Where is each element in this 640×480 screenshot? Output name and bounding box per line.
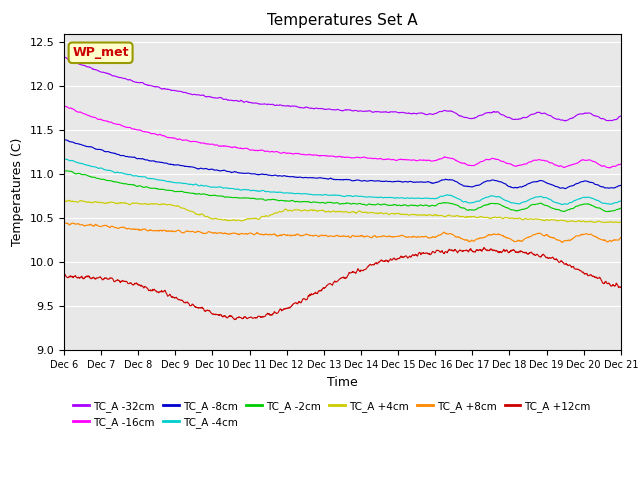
TC_A +8cm [308,233,316,239]
TC_A +8cm [617,235,625,240]
Line: TC_A -16cm: TC_A -16cm [64,106,621,168]
TC_A +8cm [60,220,68,226]
TC_A +12cm [617,284,625,290]
TC_A -2cm [61,168,68,174]
TC_A -16cm [617,161,625,167]
Title: Temperatures Set A: Temperatures Set A [267,13,418,28]
TC_A -2cm [378,202,385,208]
TC_A +12cm [126,280,134,286]
Line: TC_A -2cm: TC_A -2cm [64,171,621,212]
TC_A -8cm [60,137,68,143]
TC_A +12cm [230,317,238,323]
TC_A -4cm [318,192,326,198]
Line: TC_A -32cm: TC_A -32cm [64,57,621,121]
TC_A -16cm [318,153,326,158]
TC_A +4cm [103,200,111,205]
Line: TC_A -4cm: TC_A -4cm [64,159,621,204]
TC_A +8cm [297,233,305,239]
TC_A -4cm [126,172,134,178]
TC_A +12cm [297,300,305,305]
TC_A +8cm [126,226,134,231]
TC_A +4cm [377,210,385,216]
TC_A +12cm [318,287,326,292]
TC_A +4cm [126,202,134,207]
TC_A +8cm [61,219,68,225]
TC_A -4cm [378,194,385,200]
TC_A -2cm [308,200,316,205]
TC_A -4cm [558,202,566,207]
TC_A +4cm [617,219,625,225]
TC_A +12cm [60,271,68,276]
TC_A -2cm [60,168,68,174]
TC_A -8cm [126,154,134,160]
Text: WP_met: WP_met [72,46,129,59]
TC_A -32cm [60,54,68,60]
TC_A -8cm [617,182,625,188]
TC_A -16cm [308,152,316,158]
TC_A -2cm [318,200,326,205]
Legend: TC_A -32cm, TC_A -16cm, TC_A -8cm, TC_A -4cm, TC_A -2cm, TC_A +4cm, TC_A +8cm, T: TC_A -32cm, TC_A -16cm, TC_A -8cm, TC_A … [69,397,595,432]
TC_A -8cm [103,149,111,155]
TC_A +4cm [308,207,316,213]
TC_A -32cm [308,105,316,111]
TC_A -8cm [377,179,385,184]
TC_A -32cm [617,113,625,119]
TC_A +12cm [308,292,316,298]
TC_A -2cm [617,205,625,211]
TC_A +8cm [318,232,326,238]
TC_A +8cm [104,224,111,229]
TC_A -2cm [297,199,305,205]
TC_A +4cm [600,220,608,226]
TC_A -4cm [60,156,68,162]
TC_A -16cm [377,156,385,161]
TC_A -32cm [103,70,111,76]
Line: TC_A +12cm: TC_A +12cm [64,248,621,320]
TC_A +12cm [378,257,385,263]
TC_A -8cm [308,175,316,180]
TC_A +12cm [480,245,488,251]
Line: TC_A +4cm: TC_A +4cm [64,200,621,223]
TC_A +4cm [318,207,326,213]
TC_A -16cm [60,103,68,109]
TC_A -4cm [617,198,625,204]
TC_A -2cm [126,181,134,187]
TC_A +4cm [60,197,68,203]
TC_A -32cm [561,118,569,124]
Y-axis label: Temperatures (C): Temperatures (C) [11,138,24,246]
TC_A -16cm [296,151,304,157]
TC_A -8cm [562,186,570,192]
TC_A -32cm [126,77,134,83]
Line: TC_A +8cm: TC_A +8cm [64,222,621,242]
TC_A -16cm [606,165,614,171]
TC_A -8cm [296,174,304,180]
TC_A +4cm [296,207,304,213]
TC_A -8cm [318,175,326,181]
TC_A +8cm [378,234,385,240]
TC_A -4cm [104,168,111,173]
TC_A -16cm [103,118,111,124]
TC_A -32cm [296,105,304,111]
TC_A +8cm [559,240,566,245]
TC_A -32cm [318,106,326,112]
Line: TC_A -8cm: TC_A -8cm [64,140,621,189]
TC_A -4cm [297,191,305,197]
TC_A -32cm [377,109,385,115]
TC_A -4cm [62,156,70,162]
TC_A -2cm [602,209,610,215]
X-axis label: Time: Time [327,376,358,389]
TC_A -4cm [308,192,316,197]
TC_A +12cm [103,276,111,281]
TC_A -2cm [104,178,111,183]
TC_A -16cm [126,125,134,131]
